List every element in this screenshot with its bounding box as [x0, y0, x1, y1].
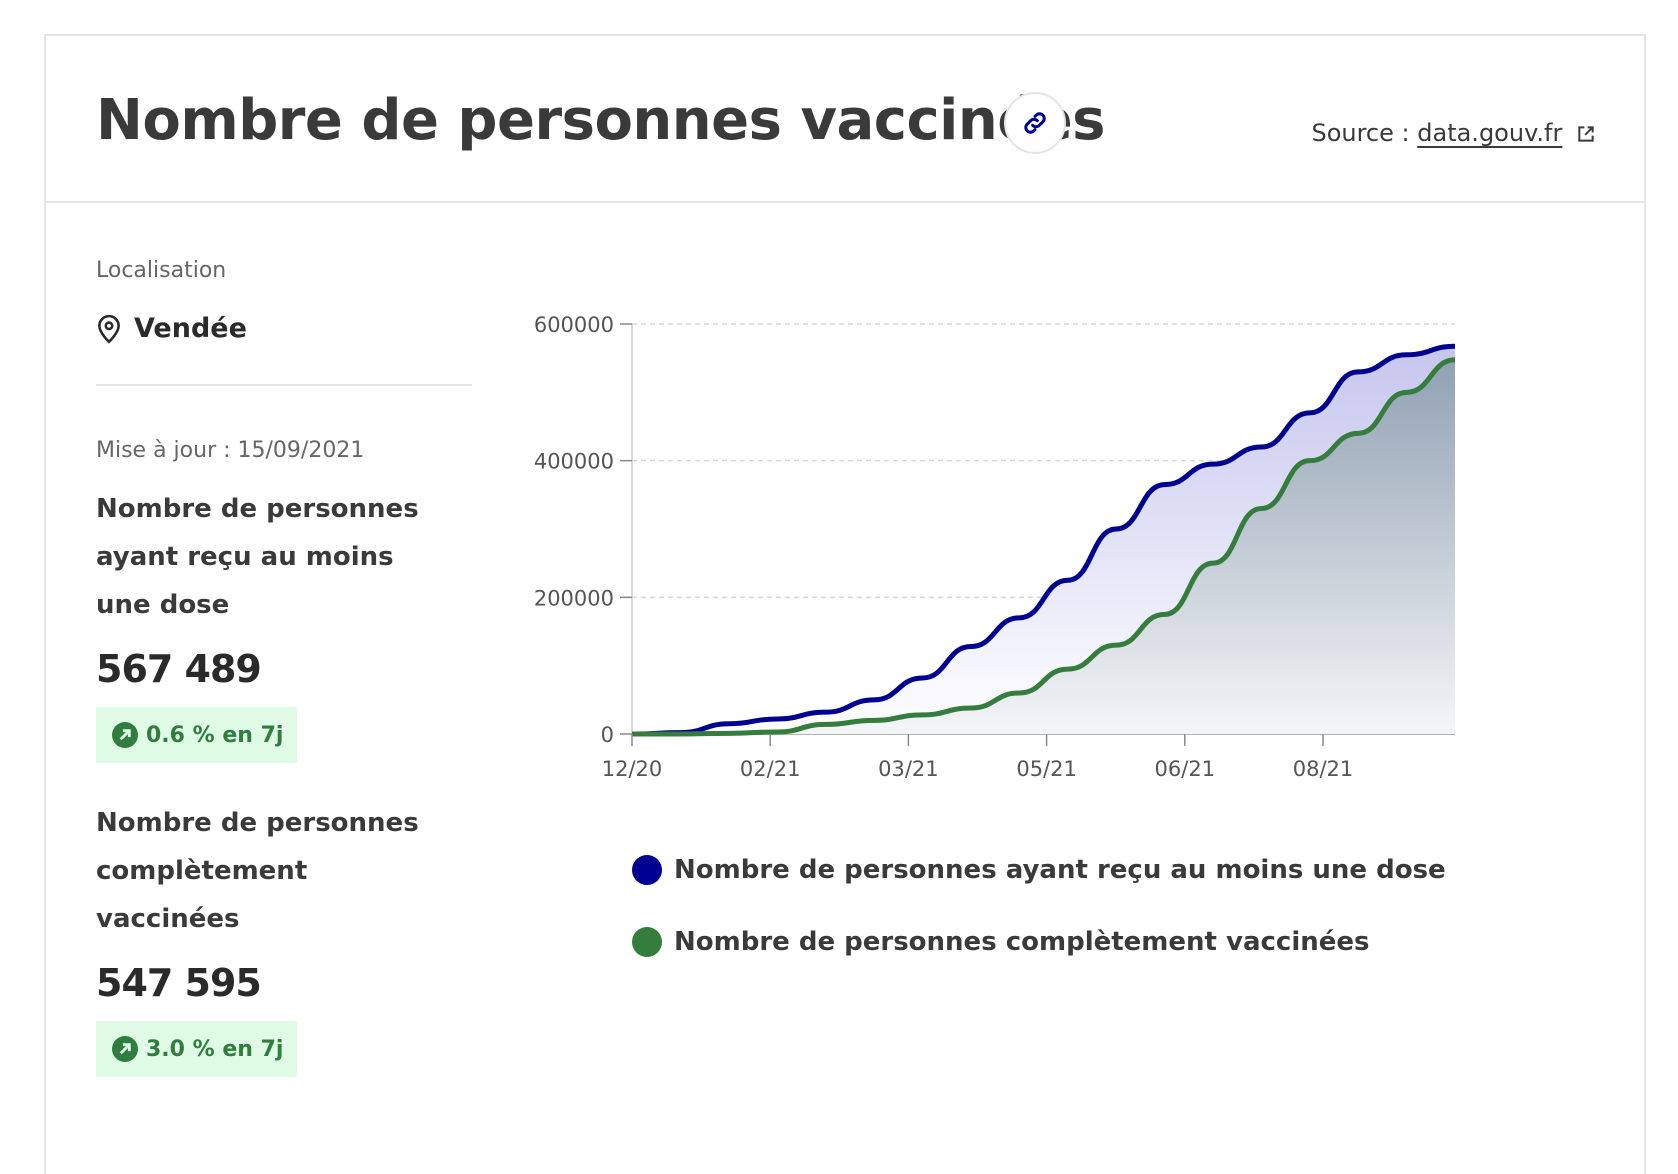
legend-text-dose: Nombre de personnes ayant reçu au moins … — [674, 855, 1446, 885]
y-tick-label: 0 — [601, 723, 614, 747]
source: Source : data.gouv.fr — [1311, 119, 1596, 147]
location: Vendée — [96, 313, 472, 344]
external-link-icon — [1578, 126, 1594, 142]
trend-text-dose: 0.6 % en 7j — [146, 722, 284, 748]
card-title: Nombre de personnes vaccinées — [96, 88, 1106, 153]
source-prefix: Source : — [1311, 119, 1410, 147]
area-complete — [632, 359, 1455, 734]
divider — [96, 384, 472, 386]
line-complete — [632, 357, 1456, 737]
x-tick-label: 12/20 — [602, 757, 663, 781]
trend-badge-complete: 3.0 % en 7j — [96, 1021, 298, 1077]
card-header: Nombre de personnes vaccinées Source : d… — [46, 36, 1644, 203]
legend-text-complete: Nombre de personnes complètement vacciné… — [674, 927, 1370, 957]
source-link[interactable]: data.gouv.fr — [1417, 119, 1563, 147]
x-tick-label: 06/21 — [1155, 757, 1216, 781]
map-pin-icon — [98, 314, 120, 344]
chart-legend: Nombre de personnes ayant reçu au moins … — [632, 850, 1446, 994]
legend-dot-complete — [632, 927, 662, 957]
y-tick-label: 400000 — [534, 450, 614, 474]
vaccination-chart: 0 200000 400000 600000 12/20 02/21 03/21 05/21 0… — [534, 313, 1456, 781]
arrow-up-right-icon — [112, 1036, 138, 1062]
x-tick-label: 03/21 — [878, 757, 939, 781]
stat-value-dose: 567 489 — [96, 647, 262, 691]
x-tick-label: 05/21 — [1016, 757, 1077, 781]
stat-title-dose: Nombre de personnes ayant reçu au moins … — [96, 494, 419, 620]
x-tick-label: 08/21 — [1293, 757, 1354, 781]
y-tick-label: 200000 — [534, 586, 614, 610]
trend-text-complete: 3.0 % en 7j — [146, 1036, 284, 1062]
y-tick-label: 600000 — [534, 313, 614, 337]
legend-item-complete[interactable]: Nombre de personnes complètement vacciné… — [632, 922, 1446, 962]
copy-link-button[interactable] — [1004, 92, 1066, 154]
arrow-up-right-icon — [112, 722, 138, 748]
line-dose — [631, 343, 1456, 737]
update-date: Mise à jour : 15/09/2021 — [96, 438, 365, 463]
stat-title-complete: Nombre de personnes complètement vacciné… — [96, 808, 419, 934]
legend-item-dose[interactable]: Nombre de personnes ayant reçu au moins … — [632, 850, 1446, 890]
trend-badge-dose: 0.6 % en 7j — [96, 707, 298, 763]
location-name: Vendée — [134, 313, 247, 344]
stats-panel: Localisation Vendée Mise à jour : 15/09/… — [96, 258, 472, 1077]
location-label: Localisation — [96, 258, 227, 283]
stat-value-complete: 547 595 — [96, 961, 262, 1005]
x-tick-label: 02/21 — [740, 757, 801, 781]
legend-dot-dose — [632, 855, 662, 885]
link-icon — [1024, 112, 1046, 134]
